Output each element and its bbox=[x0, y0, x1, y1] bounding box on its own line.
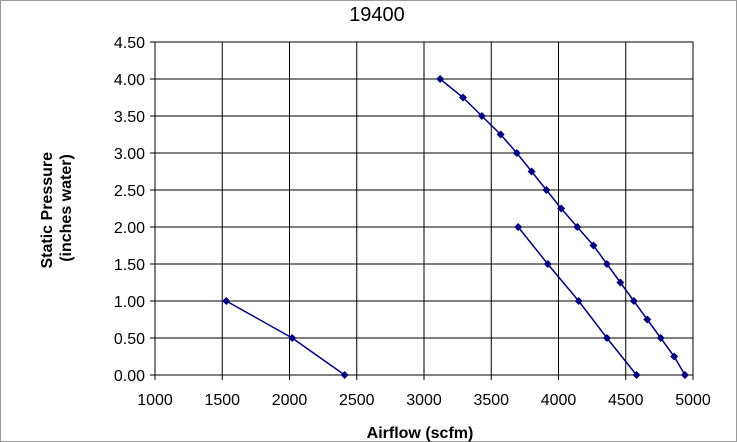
data-point bbox=[656, 334, 665, 342]
y-tick-label: 2.00 bbox=[114, 220, 145, 237]
y-tick-label: 0.00 bbox=[114, 368, 145, 385]
data-point bbox=[496, 130, 505, 139]
grid-lines bbox=[154, 41, 694, 376]
data-point bbox=[477, 112, 486, 120]
x-tick-label: 4000 bbox=[541, 392, 577, 409]
y-tick-label: 3.00 bbox=[114, 146, 145, 163]
y-tick-label: 0.50 bbox=[114, 331, 145, 348]
x-tick-label: 5000 bbox=[675, 392, 711, 409]
data-point bbox=[288, 334, 297, 342]
y-tick-label: 1.50 bbox=[114, 257, 145, 274]
data-point bbox=[629, 297, 638, 305]
x-axis-title: Airflow (scfm) bbox=[367, 425, 474, 442]
data-point bbox=[543, 260, 552, 268]
x-tick-label: 2000 bbox=[272, 392, 308, 409]
data-point bbox=[616, 278, 625, 287]
x-tick-label: 3500 bbox=[473, 392, 509, 409]
y-axis-title-line-2: (inches water) bbox=[58, 154, 75, 262]
chart-title: 19400 bbox=[349, 4, 405, 26]
data-point bbox=[680, 371, 689, 379]
data-point bbox=[602, 260, 611, 268]
data-point bbox=[436, 75, 445, 83]
x-axis-ticks: 1000 1500 2000 2500 3000 3500 4000 4500 5000 bbox=[137, 375, 711, 409]
y-tick-label: 4.50 bbox=[114, 35, 145, 52]
data-point bbox=[542, 186, 551, 194]
data-point bbox=[643, 315, 652, 324]
y-axis-title: Static Pressure (inches water) bbox=[39, 148, 75, 269]
x-tick-label: 2500 bbox=[339, 392, 375, 409]
series-2 bbox=[436, 75, 689, 379]
x-tick-label: 3000 bbox=[406, 392, 442, 409]
data-series bbox=[222, 75, 689, 379]
y-axis-title-line-1: Static Pressure bbox=[39, 152, 56, 269]
data-point bbox=[602, 334, 611, 342]
data-point bbox=[632, 371, 641, 379]
data-point bbox=[459, 93, 468, 102]
series-3 bbox=[514, 223, 641, 379]
x-tick-label: 1500 bbox=[204, 392, 240, 409]
data-point bbox=[574, 297, 583, 305]
y-axis-ticks: 0.00 0.50 1.00 1.50 2.00 2.50 3.00 3.50 4.00 4.50 bbox=[114, 35, 155, 385]
data-point bbox=[589, 241, 598, 250]
data-point bbox=[573, 223, 582, 231]
data-point bbox=[222, 297, 231, 305]
data-point bbox=[670, 352, 679, 361]
y-tick-label: 4.00 bbox=[114, 72, 145, 89]
series-1 bbox=[222, 297, 349, 379]
data-point bbox=[527, 167, 536, 176]
y-tick-label: 3.50 bbox=[114, 109, 145, 126]
data-point bbox=[512, 149, 521, 157]
data-point bbox=[514, 223, 523, 231]
data-point bbox=[340, 371, 349, 379]
data-point bbox=[557, 204, 566, 213]
y-tick-label: 1.00 bbox=[114, 294, 145, 311]
y-tick-label: 2.50 bbox=[114, 183, 145, 200]
x-tick-label: 1000 bbox=[137, 392, 173, 409]
x-tick-label: 4500 bbox=[608, 392, 644, 409]
